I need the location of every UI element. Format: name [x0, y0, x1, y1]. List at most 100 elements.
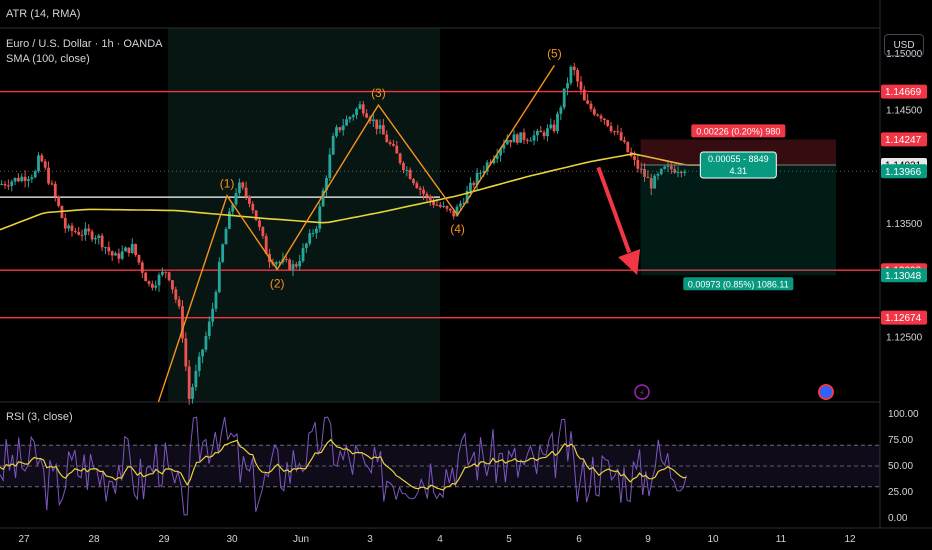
lightning-event-icon[interactable]	[634, 384, 650, 400]
candle-body	[127, 247, 131, 253]
elliott-wave-line[interactable]	[157, 65, 555, 403]
candle-body	[582, 89, 586, 101]
take-profit-zone[interactable]	[640, 165, 836, 276]
target-info-badge	[683, 277, 794, 291]
candle-body	[53, 183, 57, 197]
price-marker[interactable]	[881, 164, 927, 179]
candle-body	[448, 208, 452, 211]
time-axis-label: 6	[576, 534, 582, 545]
down-arrow-shaft[interactable]	[596, 166, 632, 254]
rsi-indicator-label[interactable]: RSI (3, close)	[6, 411, 73, 423]
candle-body	[465, 190, 469, 204]
price-tick-label: 1.12500	[886, 332, 923, 343]
candle-body	[361, 104, 365, 114]
candle-body	[73, 230, 77, 232]
candle-body	[492, 158, 496, 164]
candle-body	[338, 127, 342, 131]
candle-body	[649, 178, 653, 189]
price-marker-text: 1.14247	[885, 135, 922, 146]
candle-body	[204, 336, 208, 350]
currency-button[interactable]: USD	[884, 34, 924, 56]
candle-body	[602, 118, 606, 121]
candle-body	[187, 366, 191, 399]
candle-body	[214, 292, 218, 309]
candle-body	[442, 205, 446, 207]
candle-body	[328, 154, 332, 178]
candle-body	[27, 179, 30, 181]
price-tick-label: 1.15000	[886, 49, 923, 60]
candle-body	[512, 134, 516, 143]
rsi-tick-label: 50.00	[888, 461, 913, 472]
candle-body	[3, 183, 7, 186]
candle-body	[6, 185, 10, 187]
candle-body	[211, 308, 215, 322]
candle-body	[522, 132, 526, 140]
candle-body	[164, 271, 168, 273]
candle-body	[227, 211, 231, 229]
candle-body	[572, 66, 576, 71]
candle-body	[646, 176, 650, 179]
atr-indicator-label[interactable]: ATR (14, RMA)	[6, 8, 81, 20]
sma-line[interactable]	[0, 152, 718, 231]
candle-body	[408, 169, 412, 180]
candle-body	[532, 135, 536, 141]
lightning-glyph-icon: ⚡	[639, 389, 645, 399]
wave-label: (2)	[270, 276, 285, 290]
rsi-ma-line[interactable]	[0, 438, 687, 491]
price-marker[interactable]	[881, 310, 927, 325]
candle-body	[395, 145, 399, 154]
candle-body	[114, 253, 117, 256]
candle-body	[519, 132, 523, 143]
candle-body	[301, 248, 305, 262]
candle-body	[428, 196, 432, 201]
rsi-line[interactable]	[0, 416, 687, 516]
candle-body	[499, 148, 502, 156]
candle-body	[37, 155, 40, 172]
candle-body	[683, 171, 687, 173]
candle-body	[197, 356, 201, 371]
candle-body	[586, 100, 590, 104]
rsi-tick-label: 100.00	[888, 409, 919, 420]
candle-body	[104, 247, 107, 249]
sma-indicator-label[interactable]: SMA (100, close)	[6, 53, 90, 65]
candle-body	[418, 188, 422, 190]
candle-body	[63, 218, 67, 229]
candle-body	[576, 70, 579, 82]
wave-label: (3)	[371, 86, 386, 100]
candle-body	[643, 168, 646, 177]
candle-body	[238, 182, 241, 194]
candle-body	[633, 156, 636, 160]
price-marker[interactable]	[881, 84, 927, 99]
time-axis-label: 12	[844, 534, 856, 545]
candle-body	[596, 114, 600, 116]
candle-body	[485, 162, 489, 171]
wave-label: (4)	[450, 222, 465, 236]
candle-body	[181, 306, 184, 339]
candle-body	[304, 243, 308, 249]
us-flag-event-icon[interactable]	[818, 384, 834, 400]
candle-body	[291, 264, 295, 270]
candle-body	[656, 173, 660, 176]
candle-body	[371, 119, 375, 122]
candle-body	[244, 187, 248, 197]
candle-body	[258, 220, 261, 227]
time-axis-label: 27	[18, 534, 30, 545]
session-shade	[168, 28, 440, 402]
price-tick-label: 1.13500	[886, 219, 923, 230]
rsi-tick-label: 75.00	[888, 435, 913, 446]
candle-body	[355, 108, 358, 116]
candle-body	[505, 139, 509, 145]
candle-body	[502, 144, 506, 149]
candle-body	[559, 107, 563, 114]
candle-body	[552, 124, 556, 132]
candle-body	[177, 299, 181, 307]
candle-body	[659, 168, 663, 174]
price-marker[interactable]	[881, 268, 927, 283]
symbol-title[interactable]: Euro / U.S. Dollar · 1h · OANDA	[6, 38, 163, 50]
price-marker[interactable]	[881, 132, 927, 147]
down-arrow-head	[618, 249, 641, 276]
candle-body	[321, 190, 325, 207]
candle-body	[452, 210, 456, 217]
candle-body	[67, 225, 71, 229]
